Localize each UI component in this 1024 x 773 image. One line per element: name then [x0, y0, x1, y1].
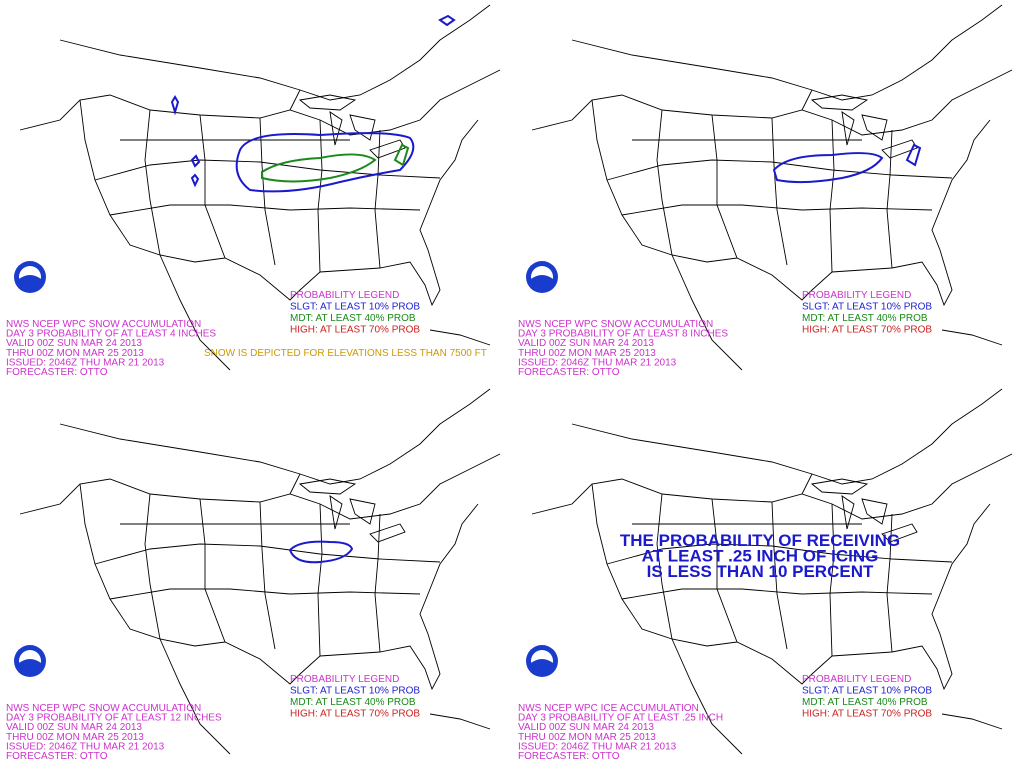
legend-mdt: MDT: AT LEAST 40% PROB: [290, 313, 416, 324]
probability-contour: [190, 173, 200, 188]
header-line: DAY 3 PROBABILITY OF AT LEAST 4 INCHES: [6, 329, 216, 340]
noaa-logo: [14, 645, 46, 677]
legend-high: HIGH: AT LEAST 70% PROB: [802, 709, 932, 720]
probability-message: THE PROBABILITY OF RECEIVING: [620, 531, 900, 550]
probability-contour: [170, 95, 180, 116]
header-line: NWS NCEP WPC SNOW ACCUMULATION: [518, 319, 713, 330]
probability-message: IS LESS THAN 10 PERCENT: [647, 562, 874, 581]
probability-contour: [393, 143, 410, 167]
header-line: DAY 3 PROBABILITY OF AT LEAST 12 INCHES: [6, 713, 222, 724]
header-line: VALID 00Z SUN MAR 24 2013: [518, 722, 654, 733]
noaa-logo: [526, 261, 558, 293]
header-line: VALID 00Z SUN MAR 24 2013: [6, 722, 142, 733]
legend-high: HIGH: AT LEAST 70% PROB: [802, 325, 932, 336]
probability-contour: [438, 14, 456, 27]
header-line: NWS NCEP WPC ICE ACCUMULATION: [518, 703, 699, 714]
basemap: [531, 4, 1013, 371]
header-line: DAY 3 PROBABILITY OF AT LEAST 8 INCHES: [518, 329, 728, 340]
probability-message: AT LEAST .25 INCH OF ICING: [642, 547, 879, 566]
legend-mdt: MDT: AT LEAST 40% PROB: [290, 697, 416, 708]
probability-contour: [905, 143, 922, 167]
legend-title: PROBABILITY LEGEND: [802, 290, 911, 301]
legend-high: HIGH: AT LEAST 70% PROB: [290, 325, 420, 336]
header-line: FORECASTER: OTTO: [6, 367, 108, 378]
probability-contour: [235, 132, 415, 193]
probability-contour: [772, 152, 884, 184]
header-line: FORECASTER: OTTO: [518, 367, 620, 378]
header-line: THRU 00Z MON MAR 25 2013: [518, 348, 656, 359]
header-line: ISSUED: 2046Z THU MAR 21 2013: [6, 357, 165, 368]
legend-high: HIGH: AT LEAST 70% PROB: [290, 709, 420, 720]
header-line: VALID 00Z SUN MAR 24 2013: [6, 338, 142, 349]
header-line: VALID 00Z SUN MAR 24 2013: [518, 338, 654, 349]
noaa-logo: [526, 645, 558, 677]
legend-slgt: SLGT: AT LEAST 10% PROB: [290, 302, 420, 313]
header-line: ISSUED: 2046Z THU MAR 21 2013: [518, 357, 677, 368]
legend-slgt: SLGT: AT LEAST 10% PROB: [802, 302, 932, 313]
header-line: NWS NCEP WPC SNOW ACCUMULATION: [6, 319, 201, 330]
probability-contour: [261, 153, 377, 183]
legend-slgt: SLGT: AT LEAST 10% PROB: [290, 686, 420, 697]
header-line: FORECASTER: OTTO: [6, 751, 108, 762]
basemap: [19, 388, 501, 755]
header-line: ISSUED: 2046Z THU MAR 21 2013: [6, 741, 165, 752]
header-line: FORECASTER: OTTO: [518, 751, 620, 762]
elevation-note: SNOW IS DEPICTED FOR ELEVATIONS LESS THA…: [204, 348, 487, 359]
basemap: [19, 4, 501, 371]
legend-mdt: MDT: AT LEAST 40% PROB: [802, 313, 928, 324]
legend-mdt: MDT: AT LEAST 40% PROB: [802, 697, 928, 708]
header-line: NWS NCEP WPC SNOW ACCUMULATION: [6, 703, 201, 714]
legend-title: PROBABILITY LEGEND: [290, 290, 399, 301]
header-line: THRU 00Z MON MAR 25 2013: [6, 732, 144, 743]
noaa-logo: [14, 261, 46, 293]
probability-contour: [190, 154, 201, 168]
header-line: ISSUED: 2046Z THU MAR 21 2013: [518, 741, 677, 752]
header-line: DAY 3 PROBABILITY OF AT LEAST .25 INCH: [518, 713, 723, 724]
probability-contour: [288, 540, 354, 564]
header-line: THRU 00Z MON MAR 25 2013: [518, 732, 656, 743]
legend-title: PROBABILITY LEGEND: [802, 674, 911, 685]
header-line: THRU 00Z MON MAR 25 2013: [6, 348, 144, 359]
legend-title: PROBABILITY LEGEND: [290, 674, 399, 685]
legend-slgt: SLGT: AT LEAST 10% PROB: [802, 686, 932, 697]
